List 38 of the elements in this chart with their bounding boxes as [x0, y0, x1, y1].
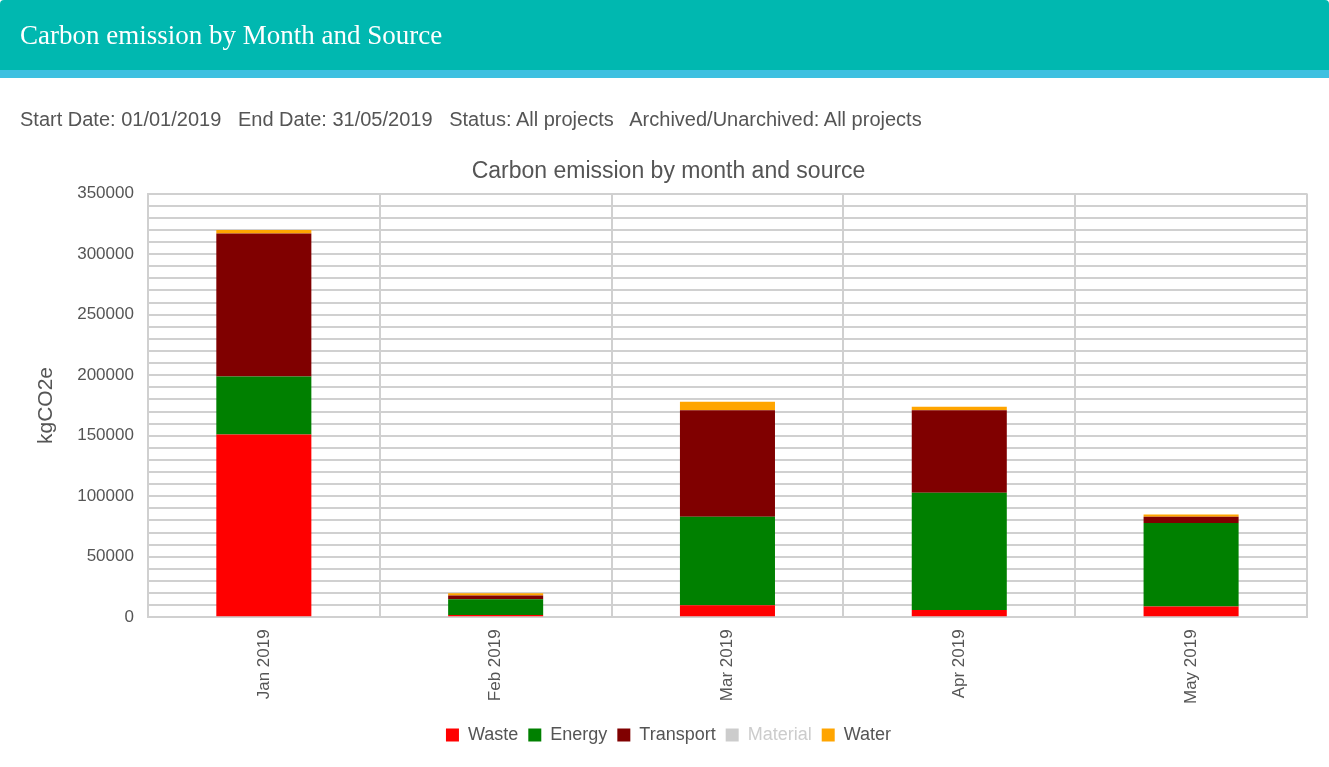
y-tick-label: 300000 — [77, 243, 134, 263]
x-tick-label: Apr 2019 — [948, 629, 968, 699]
bar — [1143, 516, 1239, 523]
text: Carbon emission by Month and Source — [0, 0, 1329, 78]
bar — [911, 610, 1007, 617]
x-tick-label: Jan 2019 — [253, 629, 273, 700]
bar — [216, 376, 312, 435]
y-tick-label: 0 — [124, 607, 134, 627]
bar — [1143, 522, 1239, 607]
legend-label: Energy — [550, 723, 608, 744]
bar — [679, 516, 775, 606]
bar — [911, 410, 1007, 493]
y-axis-title: kgCO2e — [33, 366, 57, 444]
bar — [1143, 606, 1239, 617]
legend-label: Water — [843, 723, 892, 744]
bar — [679, 605, 775, 617]
bar — [1143, 514, 1239, 517]
bar — [448, 593, 544, 596]
x-tick-label: Feb 2019 — [485, 629, 505, 702]
bar — [216, 233, 312, 377]
bar — [679, 410, 775, 517]
y-tick-label: 100000 — [77, 485, 134, 505]
bar — [216, 434, 312, 617]
legend-label: Transport — [639, 723, 716, 744]
y-tick-label: 150000 — [77, 425, 134, 445]
y-tick-label: 350000 — [77, 183, 134, 203]
y-tick-label: 250000 — [77, 304, 134, 324]
bar — [679, 401, 775, 411]
y-tick-label: 200000 — [77, 364, 134, 384]
y-tick-label: 50000 — [86, 546, 134, 566]
bar — [448, 599, 544, 615]
chart-title: Carbon emission by month and source — [471, 157, 866, 184]
x-tick-label: May 2019 — [1180, 629, 1200, 705]
text: Start Date: 01/01/2019 End Date: 31/05/2019 Status: All projects Archived/Unarchived: All projects — [20, 108, 923, 132]
bar — [911, 492, 1007, 611]
bar — [216, 229, 312, 234]
legend-label: Waste — [467, 723, 519, 744]
x-tick-label: Mar 2019 — [717, 629, 737, 702]
